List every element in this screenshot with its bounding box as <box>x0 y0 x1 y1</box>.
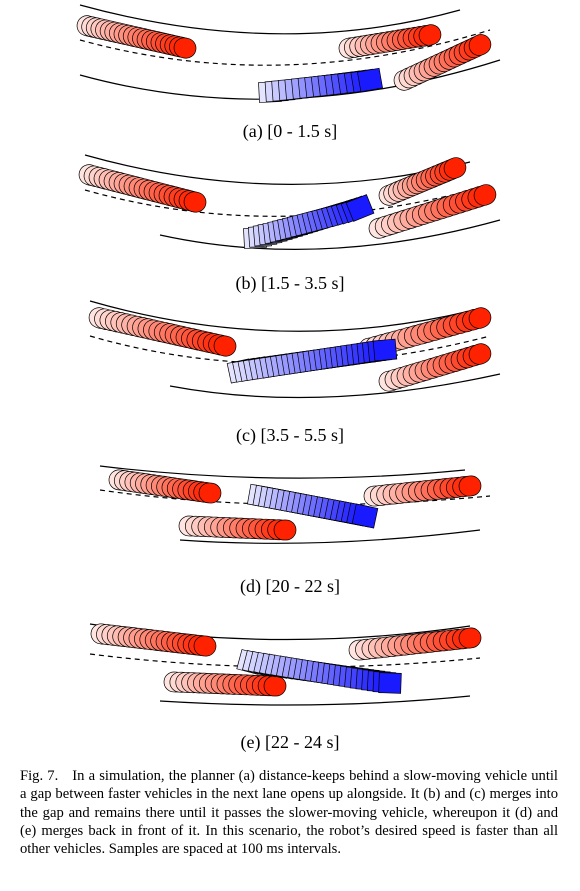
subfigure-d <box>60 458 520 553</box>
robot-sample <box>372 338 398 362</box>
subfigure-a-label: (a) [0 - 1.5 s] <box>242 121 338 141</box>
robot-trail <box>243 194 375 249</box>
vehicle-sample <box>213 335 237 357</box>
robot-trail <box>247 483 379 529</box>
vehicle-sample <box>473 184 497 206</box>
robot-trail <box>236 649 402 694</box>
simulation-e <box>89 623 482 706</box>
subfigure-b <box>60 150 520 265</box>
vehicle-trail-left <box>78 164 207 213</box>
figure-caption-text: In a simulation, the planner (a) distanc… <box>20 768 558 858</box>
lane-divider <box>99 489 491 506</box>
vehicle-sample <box>418 24 442 46</box>
figure-caption-label: Fig. 7. <box>20 768 59 784</box>
vehicle-trail-right-bottom <box>368 184 497 239</box>
lane-divider <box>79 29 491 66</box>
vehicle-trail-right <box>363 475 482 507</box>
vehicle-trail-left <box>90 623 217 657</box>
vehicle-sample <box>198 482 222 504</box>
road-boundary-top <box>79 4 461 35</box>
vehicle-trail-bottom <box>178 515 297 541</box>
road-boundary-bottom <box>159 219 501 251</box>
road-boundary-bottom <box>169 373 501 399</box>
vehicle-sample <box>273 519 297 541</box>
vehicle-sample <box>458 475 482 497</box>
vehicle-sample <box>183 191 207 213</box>
vehicle-sample <box>468 34 492 56</box>
vehicle-sample <box>468 343 492 365</box>
vehicle-sample <box>263 675 287 697</box>
vehicle-trail-left <box>88 307 237 357</box>
robot-trail <box>226 338 398 384</box>
robot-sample <box>357 67 383 93</box>
robot-sample <box>345 194 375 222</box>
lane-divider <box>84 184 491 217</box>
subfigure-d-label: (d) [20 - 22 s] <box>240 576 340 596</box>
road-boundary-bottom <box>159 695 471 706</box>
robot-trail <box>258 67 383 103</box>
vehicle-trail-left <box>108 469 222 504</box>
simulation-d <box>99 465 491 544</box>
road-boundary-top <box>89 300 471 332</box>
vehicle-trail-right-bottom <box>393 34 492 91</box>
vehicle-trail-right-top <box>378 157 467 206</box>
subfigure-e-label: (e) [22 - 24 s] <box>240 732 340 752</box>
figure-caption: Fig. 7. In a simulation, the planner (a) … <box>20 767 558 858</box>
vehicle-trail-right-top <box>338 24 442 59</box>
vehicle-trail-right <box>348 627 482 661</box>
simulation-c <box>88 300 501 399</box>
simulation-b <box>78 154 501 251</box>
vehicle-sample <box>468 307 492 329</box>
vehicle-sample <box>173 37 197 59</box>
road-boundary-bottom <box>179 529 481 544</box>
subfigure-e <box>60 616 520 711</box>
subfigure-a <box>60 0 520 115</box>
road-boundary-top <box>99 465 466 479</box>
subfigure-c <box>60 296 520 406</box>
robot-sample <box>378 672 402 694</box>
vehicle-trail-left <box>76 15 197 59</box>
vehicle-trail-right-bottom <box>378 343 492 392</box>
vehicle-sample <box>458 627 482 649</box>
subfigure-c-label: (c) [3.5 - 5.5 s] <box>236 425 344 445</box>
subfigure-b-label: (b) [1.5 - 3.5 s] <box>235 273 345 293</box>
vehicle-sample <box>443 157 467 179</box>
vehicle-sample <box>193 635 217 657</box>
vehicle-trail-bottom <box>163 671 287 697</box>
simulation-a <box>76 4 501 103</box>
robot-sample <box>351 503 379 529</box>
